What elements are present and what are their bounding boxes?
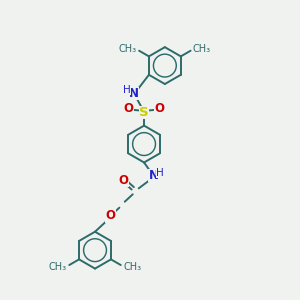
- Text: O: O: [154, 102, 164, 115]
- Text: CH₃: CH₃: [118, 44, 137, 54]
- Text: O: O: [119, 173, 129, 187]
- Text: CH₃: CH₃: [123, 262, 141, 272]
- Text: N: N: [148, 169, 159, 182]
- Text: S: S: [139, 106, 149, 119]
- Text: O: O: [106, 209, 116, 223]
- Text: H: H: [123, 85, 131, 95]
- Text: H: H: [156, 168, 164, 178]
- Text: O: O: [124, 102, 134, 115]
- Text: N: N: [129, 87, 139, 100]
- Text: CH₃: CH₃: [193, 44, 211, 54]
- Text: CH₃: CH₃: [49, 262, 67, 272]
